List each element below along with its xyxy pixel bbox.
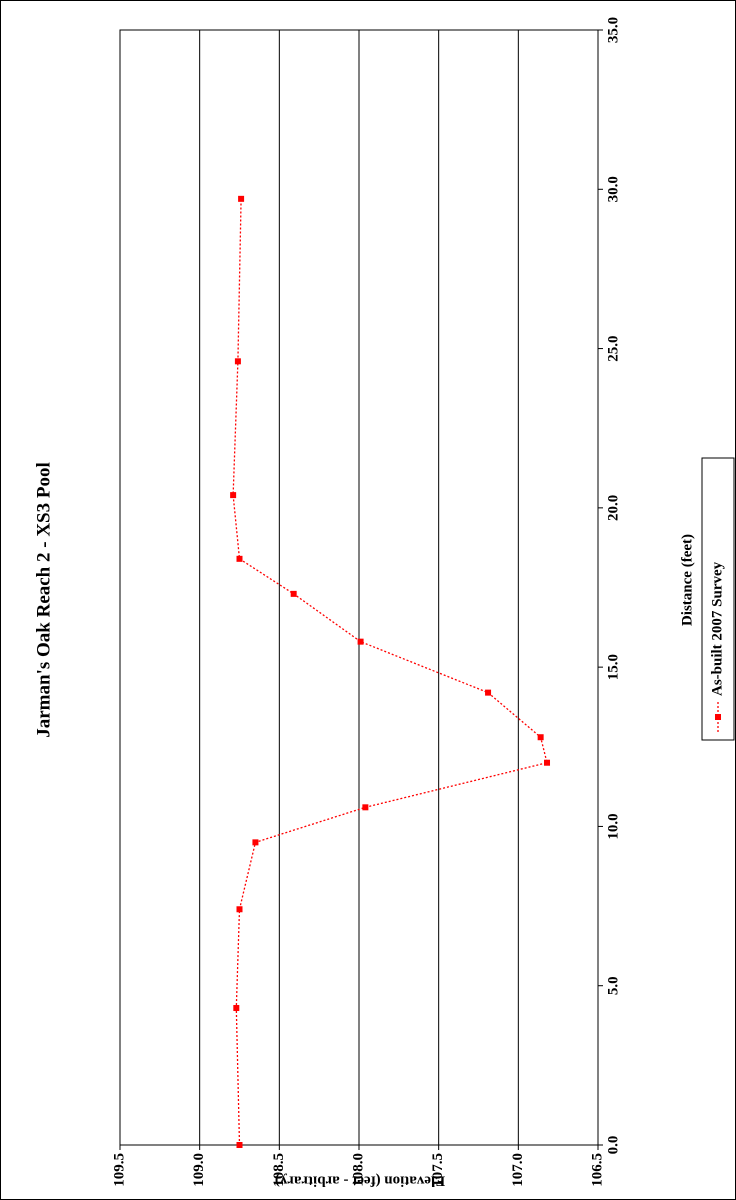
data-point (233, 1005, 240, 1012)
data-point (252, 839, 259, 846)
x-tick-label: 35.0 (605, 17, 621, 43)
y-tick-label: 107.0 (510, 1153, 526, 1187)
data-point (236, 555, 243, 562)
chart-title: Jarman's Oak Reach 2 - XS3 Pool (33, 462, 54, 738)
x-tick-label: 20.0 (605, 495, 621, 521)
y-tick-label: 108.0 (350, 1153, 366, 1187)
data-point (236, 1142, 243, 1148)
data-point (230, 492, 237, 499)
x-tick-label: 0.0 (605, 1136, 621, 1155)
data-point (357, 638, 364, 645)
y-axis-title: Elevation (feet - arbitrary) (275, 1173, 445, 1189)
data-point (544, 759, 551, 766)
data-point (537, 734, 544, 741)
data-point (238, 195, 245, 202)
y-tick-label: 106.5 (589, 1153, 605, 1187)
y-tick-label: 108.5 (271, 1153, 287, 1187)
x-tick-label: 25.0 (605, 335, 621, 361)
x-tick-label: 15.0 (605, 654, 621, 680)
y-tick-label: 109.5 (111, 1153, 127, 1187)
x-tick-label: 5.0 (605, 976, 621, 995)
chart: Jarman's Oak Reach 2 - XS3 Pool Distance… (33, 17, 735, 1189)
data-point (485, 689, 492, 696)
y-tick-label: 107.5 (430, 1153, 446, 1187)
x-tick-label: 30.0 (605, 176, 621, 202)
data-point (234, 358, 241, 365)
legend-box (701, 457, 735, 741)
x-tick-label: 10.0 (605, 813, 621, 839)
data-point (362, 804, 369, 811)
legend-marker (715, 714, 721, 720)
data-point (290, 590, 297, 597)
y-tick-label: 109.0 (191, 1153, 207, 1187)
data-point (236, 906, 243, 913)
x-axis-title: Distance (feet) (679, 534, 695, 626)
legend-label: As-built 2007 Survey (709, 561, 725, 696)
